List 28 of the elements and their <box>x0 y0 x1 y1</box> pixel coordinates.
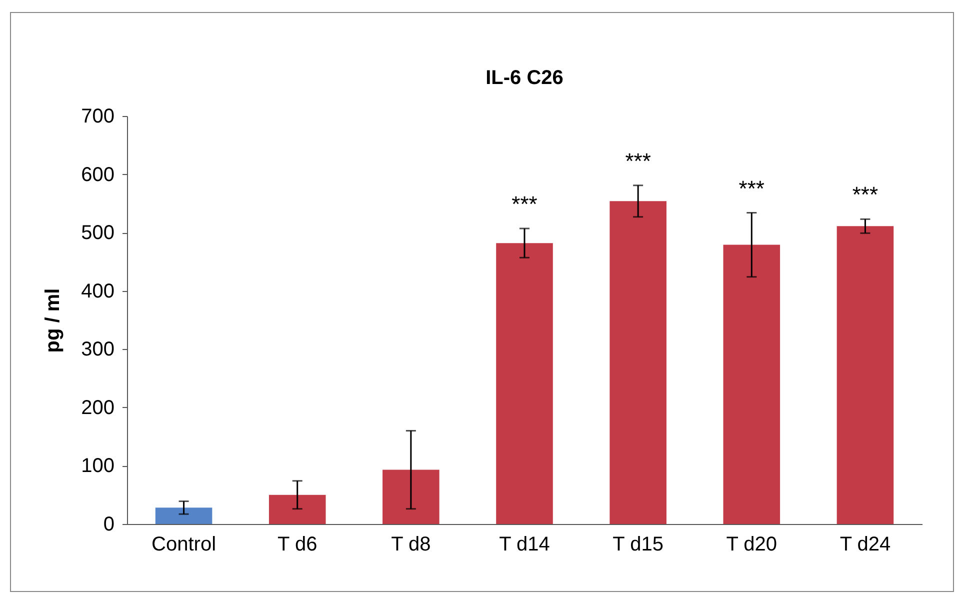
y-tick-label: 500 <box>81 222 114 244</box>
bar <box>836 226 894 524</box>
x-tick-label: T d24 <box>840 534 891 556</box>
y-axis-title: pg / ml <box>42 288 64 353</box>
x-tick-label: T d15 <box>612 534 664 556</box>
bar <box>155 508 212 524</box>
data-label: *** <box>625 148 652 174</box>
data-label: *** <box>738 176 765 201</box>
bar <box>610 201 666 524</box>
bar <box>496 243 553 524</box>
y-tick-label: 700 <box>81 106 114 128</box>
y-tick-label: 0 <box>103 514 114 536</box>
data-label: *** <box>512 191 538 216</box>
x-tick-label: Control <box>152 534 216 556</box>
y-tick-label: 400 <box>81 280 114 302</box>
y-tick-label: 200 <box>81 396 114 419</box>
data-label: *** <box>852 182 878 208</box>
y-tick-label: 100 <box>81 455 114 478</box>
bar <box>268 494 326 524</box>
x-tick-label: T d14 <box>499 534 550 556</box>
x-tick-label: T d6 <box>278 534 318 556</box>
x-tick-label: T d20 <box>726 534 778 556</box>
bar <box>382 470 440 524</box>
y-tick-label: 600 <box>81 164 114 186</box>
x-tick-label: T d8 <box>391 534 431 556</box>
bar <box>723 244 780 524</box>
y-tick-label: 300 <box>81 338 114 361</box>
chart-title: IL-6 C26 <box>486 67 564 89</box>
